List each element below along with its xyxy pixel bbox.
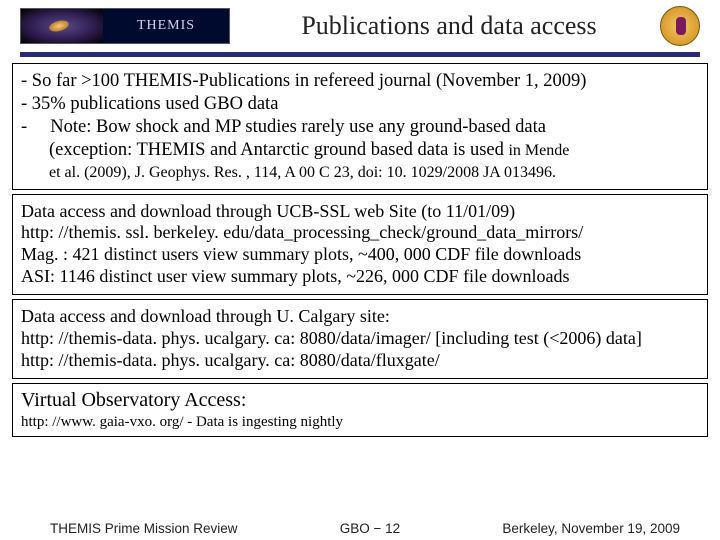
slide-title: Publications and data access xyxy=(230,11,660,41)
access-url: http: //themis-data. phys. ucalgary. ca:… xyxy=(21,350,699,372)
ucb-access-box: Data access and download through UCB-SSL… xyxy=(12,194,708,296)
pub-line: - 35% publications used GBO data xyxy=(21,93,699,116)
logo-graphic xyxy=(21,9,103,43)
footer-right: Berkeley, November 19, 2009 xyxy=(502,521,680,536)
header-divider xyxy=(20,52,700,57)
pub-line: (exception: THEMIS and Antarctic ground … xyxy=(21,139,699,162)
citation-text: in Mende xyxy=(508,142,569,159)
stats-line: Mag. : 421 distinct users view summary p… xyxy=(21,244,699,266)
footer-left: THEMIS Prime Mission Review xyxy=(50,521,238,536)
footer-center: GBO − 12 xyxy=(340,521,400,536)
pub-line: - Note: Bow shock and MP studies rarely … xyxy=(21,116,699,139)
pub-line: - So far >100 THEMIS-Publications in ref… xyxy=(21,70,699,93)
stats-line: ASI: 1146 distinct user view summary plo… xyxy=(21,266,699,288)
access-url: http: //themis. ssl. berkeley. edu/data_… xyxy=(21,222,699,244)
exception-text: (exception: THEMIS and Antarctic ground … xyxy=(49,140,508,160)
mission-badge-icon xyxy=(660,6,700,46)
vo-title: Virtual Observatory Access: xyxy=(21,388,699,413)
publications-box: - So far >100 THEMIS-Publications in ref… xyxy=(12,63,708,190)
slide-header: THEMIS Publications and data access xyxy=(0,0,720,50)
themis-logo: THEMIS xyxy=(20,8,230,44)
access-line: Data access and download through UCB-SSL… xyxy=(21,201,699,223)
calgary-access-box: Data access and download through U. Calg… xyxy=(12,299,708,379)
vo-access-box: Virtual Observatory Access: http: //www.… xyxy=(12,383,708,437)
logo-text: THEMIS xyxy=(103,9,229,43)
slide-footer: THEMIS Prime Mission Review GBO − 12 Ber… xyxy=(0,521,720,536)
access-url: http: //themis-data. phys. ucalgary. ca:… xyxy=(21,328,699,350)
note-text: Note: Bow shock and MP studies rarely us… xyxy=(50,117,546,137)
bullet: - xyxy=(21,117,27,137)
citation-line: et al. (2009), J. Geophys. Res. , 114, A… xyxy=(21,163,699,183)
access-line: Data access and download through U. Calg… xyxy=(21,306,699,328)
vo-url: http: //www. gaia-vxo. org/ - Data is in… xyxy=(21,413,699,432)
